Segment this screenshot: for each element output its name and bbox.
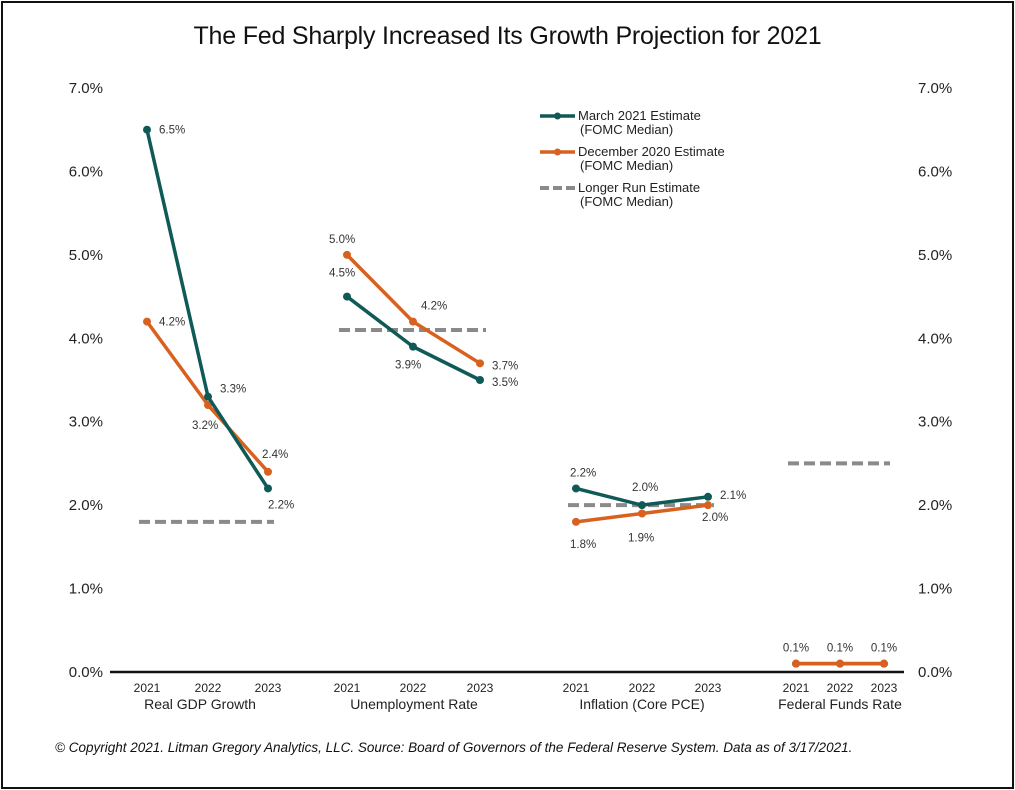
y-tick-label-right: 2.0% <box>918 497 952 514</box>
category-label: Real GDP Growth <box>144 696 256 712</box>
data-label: 2.2% <box>570 467 596 479</box>
y-tick-label-right: 5.0% <box>918 247 952 264</box>
data-label: 3.2% <box>192 420 218 432</box>
legend-sublabel: (FOMC Median) <box>580 122 673 137</box>
x-tick-label: 2023 <box>467 681 494 695</box>
december-2020-point <box>143 317 151 326</box>
category-label: Inflation (Core PCE) <box>579 696 704 712</box>
december-2020-point <box>836 659 844 668</box>
data-label: 0.1% <box>827 643 853 655</box>
data-label: 3.7% <box>492 360 518 372</box>
y-tick-label-left: 2.0% <box>69 497 103 514</box>
data-label: 2.1% <box>720 490 746 502</box>
category-label: Unemployment Rate <box>350 696 478 712</box>
x-tick-label: 2021 <box>134 681 161 695</box>
legend-label: March 2021 Estimate <box>578 108 701 123</box>
data-label: 4.5% <box>329 268 355 280</box>
data-label: 5.0% <box>329 234 355 246</box>
legend-sublabel: (FOMC Median) <box>580 158 673 173</box>
y-tick-label-left: 4.0% <box>69 330 103 347</box>
march-2021-point <box>476 376 484 384</box>
december-2020-point <box>572 517 580 526</box>
x-tick-label: 2021 <box>783 681 810 695</box>
data-label: 1.8% <box>570 539 596 551</box>
y-tick-label-right: 1.0% <box>918 581 952 598</box>
data-label: 4.2% <box>159 317 185 329</box>
december-2020-point <box>204 401 212 410</box>
data-label: 0.1% <box>871 643 897 655</box>
x-tick-label: 2023 <box>255 681 282 695</box>
data-label: 4.2% <box>421 301 447 313</box>
x-tick-label: 2022 <box>400 681 427 695</box>
december-2020-point <box>792 659 800 668</box>
category-label: Federal Funds Rate <box>778 696 902 712</box>
y-tick-label-left: 6.0% <box>69 163 103 180</box>
y-tick-label-left: 0.0% <box>69 664 103 681</box>
y-tick-label-left: 1.0% <box>69 581 103 598</box>
legend-label: December 2020 Estimate <box>578 144 725 159</box>
chart-title: The Fed Sharply Increased Its Growth Pro… <box>193 22 822 50</box>
x-tick-label: 2022 <box>195 681 222 695</box>
x-tick-label: 2023 <box>695 681 722 695</box>
x-tick-label: 2021 <box>563 681 590 695</box>
data-label: 3.5% <box>492 377 518 389</box>
legend-marker <box>554 112 561 120</box>
december-2020-point <box>476 359 484 368</box>
x-tick-label: 2022 <box>827 681 854 695</box>
data-label: 0.1% <box>783 643 809 655</box>
march-2021-point <box>572 484 580 493</box>
data-label: 2.2% <box>268 499 294 511</box>
y-tick-label-right: 0.0% <box>918 664 952 681</box>
legend-marker <box>554 148 561 156</box>
data-label: 3.9% <box>395 360 421 372</box>
legend-label: Longer Run Estimate <box>578 180 700 195</box>
december-2020-point <box>880 659 888 668</box>
data-label: 3.3% <box>220 384 246 396</box>
march-2021-point <box>143 125 151 134</box>
march-2021-point <box>409 342 417 351</box>
december-2020-point <box>704 501 712 510</box>
december-2020-point <box>409 317 417 326</box>
march-2021-series-line <box>145 129 270 490</box>
data-label: 2.4% <box>262 449 288 461</box>
y-tick-label-right: 4.0% <box>918 330 952 347</box>
x-tick-label: 2022 <box>629 681 656 695</box>
december-2020-point <box>343 250 351 259</box>
x-tick-label: 2021 <box>334 681 361 695</box>
y-tick-label-left: 3.0% <box>69 414 103 431</box>
march-2021-point <box>264 484 272 493</box>
march-2021-point <box>638 501 646 510</box>
source-footnote: © Copyright 2021. Litman Gregory Analyti… <box>55 740 853 755</box>
data-label: 6.5% <box>159 125 185 137</box>
december-2020-point <box>638 509 646 518</box>
y-tick-label-right: 3.0% <box>918 414 952 431</box>
march-2021-point <box>343 292 351 301</box>
y-tick-label-right: 7.0% <box>918 80 952 97</box>
march-2021-point <box>204 392 212 401</box>
data-label: 2.0% <box>632 482 658 494</box>
y-tick-label-right: 6.0% <box>918 163 952 180</box>
data-label: 2.0% <box>702 512 728 524</box>
march-2021-point <box>704 492 712 501</box>
x-tick-label: 2023 <box>871 681 898 695</box>
december-2020-point <box>264 467 272 476</box>
data-label: 1.9% <box>628 532 654 544</box>
y-tick-label-left: 7.0% <box>69 80 103 97</box>
legend-sublabel: (FOMC Median) <box>580 194 673 209</box>
y-tick-label-left: 5.0% <box>69 247 103 264</box>
